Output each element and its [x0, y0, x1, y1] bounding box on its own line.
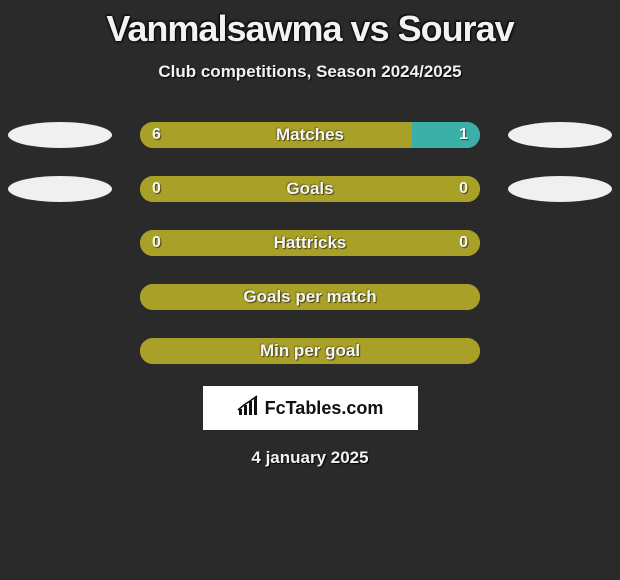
stat-bar: Goals per match [140, 284, 480, 310]
stat-bar: Min per goal [140, 338, 480, 364]
player-left-marker [8, 176, 112, 202]
logo-box: FcTables.com [203, 386, 418, 430]
stat-bar: 6 1 Matches [140, 122, 480, 148]
stat-value-left: 6 [152, 126, 161, 144]
stat-value-right: 0 [459, 234, 468, 252]
stat-row: Goals per match [0, 284, 620, 310]
stat-row: 6 1 Matches [0, 122, 620, 148]
player-right-marker [508, 122, 612, 148]
stat-value-left: 0 [152, 234, 161, 252]
stat-rows: 6 1 Matches 0 0 Goals 0 0 Hattricks Goals per mat… [0, 122, 620, 364]
stat-label: Hattricks [274, 233, 347, 253]
comparison-infographic: Vanmalsawma vs Sourav Club competitions,… [0, 0, 620, 468]
stat-label: Matches [276, 125, 344, 145]
stat-row: 0 0 Hattricks [0, 230, 620, 256]
stat-label: Min per goal [260, 341, 360, 361]
stat-value-right: 0 [459, 180, 468, 198]
page-title: Vanmalsawma vs Sourav [106, 8, 513, 50]
stat-row: 0 0 Goals [0, 176, 620, 202]
page-subtitle: Club competitions, Season 2024/2025 [158, 62, 461, 82]
stat-row: Min per goal [0, 338, 620, 364]
stat-label: Goals per match [243, 287, 376, 307]
stat-value-left: 0 [152, 180, 161, 198]
stat-bar: 0 0 Hattricks [140, 230, 480, 256]
player-left-marker [8, 122, 112, 148]
stat-bar: 0 0 Goals [140, 176, 480, 202]
logo-text: FcTables.com [265, 398, 384, 419]
stat-value-right: 1 [459, 126, 468, 144]
player-right-marker [508, 176, 612, 202]
bar-chart-icon [237, 395, 263, 422]
stat-label: Goals [286, 179, 333, 199]
stat-bar-right-fill [412, 122, 480, 148]
footer-date: 4 january 2025 [251, 448, 368, 468]
